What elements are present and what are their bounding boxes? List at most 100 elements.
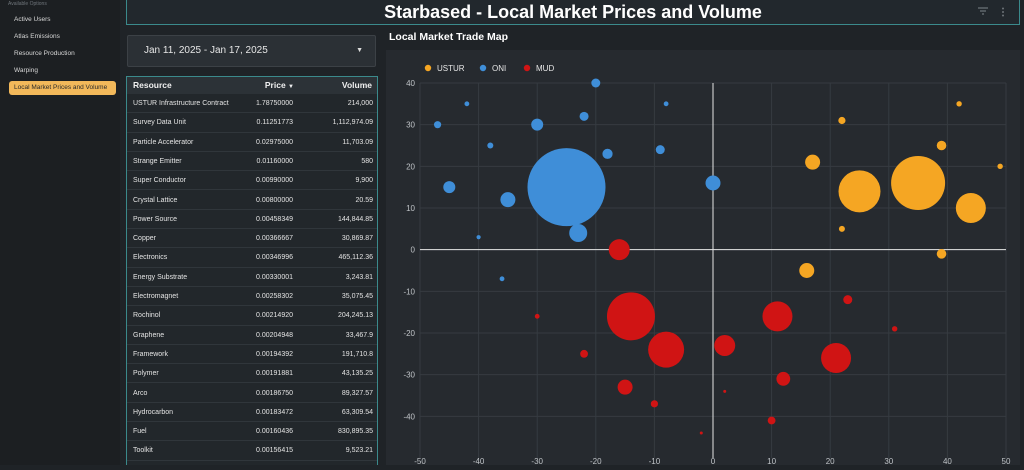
scatter-point-mud	[776, 371, 791, 386]
y-tick-label: 20	[406, 162, 415, 171]
cell-price: 0.02975000	[256, 138, 293, 146]
cell-resource: Survey Data Unit	[133, 119, 186, 127]
scatter-point-ustur	[955, 193, 986, 223]
legend-marker-oni	[479, 64, 487, 72]
cell-price: 0.00156415	[256, 447, 293, 455]
x-tick-label: -50	[414, 457, 426, 465]
scatter-point-mud	[650, 400, 658, 408]
cell-resource: Rochinol	[133, 312, 161, 320]
table-row[interactable]: Crystal Lattice 0.00800000 20.59	[127, 191, 377, 210]
table-row[interactable]: Arco 0.00186750 89,327.57	[127, 384, 377, 403]
sidebar-item-local-market[interactable]: Local Market Prices and Volume	[9, 81, 116, 95]
cell-price: 0.00194392	[256, 350, 293, 358]
table-row[interactable]: Survey Data Unit 0.11251773 1,112,974.09	[127, 113, 377, 133]
date-range-picker[interactable]: Jan 11, 2025 - Jan 17, 2025 ▼	[127, 35, 376, 67]
cell-resource: Electromagnet	[133, 293, 179, 300]
sidebar-item-warping[interactable]: Warping	[14, 67, 38, 74]
cell-volume: 214,000	[347, 100, 373, 107]
scatter-point-mud	[891, 326, 898, 332]
cell-resource: Polymer	[133, 370, 159, 378]
cell-resource: Power Source	[133, 215, 177, 223]
scatter-point-oni	[705, 175, 721, 191]
y-tick-label: -30	[403, 371, 415, 380]
table-row[interactable]: Hydrocarbon 0.00183472 63,309.54	[127, 403, 377, 423]
cell-price: 0.00183472	[256, 408, 293, 416]
cell-volume: 43,135.25	[341, 370, 373, 378]
column-header-price[interactable]: Price ▼	[265, 80, 294, 90]
scatter-point-oni	[663, 101, 669, 107]
cell-resource: Hydrocarbon	[133, 408, 174, 416]
cell-price: 0.00330001	[256, 273, 293, 281]
scatter-point-mud	[767, 416, 776, 425]
date-range-value: Jan 11, 2025 - Jan 17, 2025	[144, 45, 268, 56]
cell-price: 0.00186750	[256, 389, 293, 397]
scatter-point-oni	[500, 192, 516, 208]
cell-resource: Crystal Lattice	[133, 196, 178, 204]
y-tick-label: 10	[406, 204, 415, 213]
column-header-volume[interactable]: Volume	[341, 80, 372, 90]
cell-volume: 35,075.45	[341, 293, 373, 300]
scatter-point-oni	[591, 78, 601, 88]
cell-price: 0.11251773	[256, 119, 293, 127]
table-row[interactable]: Electronics 0.00346996 465,112.36	[127, 248, 377, 268]
cell-volume: 9,523.21	[345, 447, 373, 455]
column-header-resource[interactable]: Resource	[133, 80, 172, 90]
table-row[interactable]: Power Source 0.00458349 144,844.85	[127, 210, 377, 230]
scatter-point-mud	[821, 343, 852, 373]
cell-volume: 144,844.85	[337, 215, 373, 223]
scatter-point-mud	[843, 295, 853, 305]
scatter-point-ustur	[936, 249, 947, 259]
table-row[interactable]: Super Conductor 0.00990000 9,900	[127, 171, 377, 191]
table-row[interactable]: Copper 0.00366667 30,869.87	[127, 229, 377, 249]
scatter-point-ustur	[838, 116, 846, 125]
y-tick-label: 40	[406, 79, 415, 88]
table-row[interactable]: Toolkit 0.00156415 9,523.21	[127, 441, 377, 461]
y-tick-label: -10	[403, 287, 415, 296]
legend-marker-mud	[523, 64, 531, 72]
cell-resource: Copper	[133, 235, 156, 243]
cell-price: 0.00366667	[256, 235, 293, 243]
table-row[interactable]: Framework 0.00194392 191,710.8	[127, 345, 377, 365]
table-row[interactable]: Particle Accelerator 0.02975000 11,703.09	[127, 133, 377, 152]
scatter-point-mud	[714, 335, 736, 356]
sidebar-item-active-users[interactable]: Active Users	[14, 16, 51, 23]
scatter-point-mud	[762, 301, 793, 332]
scatter-point-oni	[464, 101, 470, 107]
cell-volume: 89,327.57	[341, 389, 373, 397]
filter-icon[interactable]	[978, 7, 988, 18]
scatter-point-mud	[617, 379, 633, 395]
sidebar-item-atlas-emissions[interactable]: Atlas Emissions	[14, 33, 60, 40]
page-title: Starbased - Local Market Prices and Volu…	[384, 2, 762, 22]
table-row[interactable]: Energy Substrate 0.00330001 3,243.81	[127, 268, 377, 287]
scatter-point-ustur	[838, 170, 881, 213]
cell-price: 0.00990000	[256, 177, 293, 185]
cell-volume: 20.59	[355, 196, 373, 204]
scatter-point-ustur	[838, 225, 845, 232]
table-row[interactable]: Polymer 0.00191881 43,135.25	[127, 364, 377, 384]
column-header-price-label: Price	[264, 80, 286, 90]
cell-resource: Particle Accelerator	[133, 138, 194, 146]
table-row[interactable]: Fuel 0.00160436 830,895.35	[127, 422, 377, 442]
sidebar-item-resource-production[interactable]: Resource Production	[14, 50, 75, 57]
cell-price: 0.00191881	[256, 370, 293, 378]
x-tick-label: -40	[473, 457, 485, 465]
cell-resource: Framework	[133, 350, 169, 358]
table-row[interactable]: Rochinol 0.00214920 204,245.13	[127, 306, 377, 326]
x-tick-label: 0	[711, 457, 716, 465]
table-row[interactable]: Graphene 0.00204948 33,467.9	[127, 326, 377, 345]
table-row[interactable]: Strange Emitter 0.01160000 580	[127, 152, 377, 172]
more-vertical-icon[interactable]	[1001, 7, 1005, 20]
cell-volume: 11,703.09	[342, 138, 373, 146]
cell-volume: 63,309.54	[341, 408, 373, 416]
y-tick-label: 0	[411, 246, 416, 255]
table-row[interactable]: Electromagnet 0.00258302 35,075.45	[127, 287, 377, 307]
x-tick-label: 10	[767, 457, 776, 465]
y-tick-label: -40	[403, 412, 415, 421]
trade-map-chart: -50 -40 -30 -20 -10 0 10 20 30 40 50 40 30 20 10 0 -10 -2…	[403, 64, 1011, 466]
x-tick-label: -20	[590, 457, 602, 465]
scatter-point-mud	[608, 239, 630, 261]
scatter-point-oni	[527, 148, 606, 227]
chart-title: Local Market Trade Map	[389, 31, 509, 43]
table-row[interactable]: USTUR Infrastructure Contract 1.78750000 2…	[127, 94, 377, 114]
scatter-point-ustur	[805, 154, 821, 170]
